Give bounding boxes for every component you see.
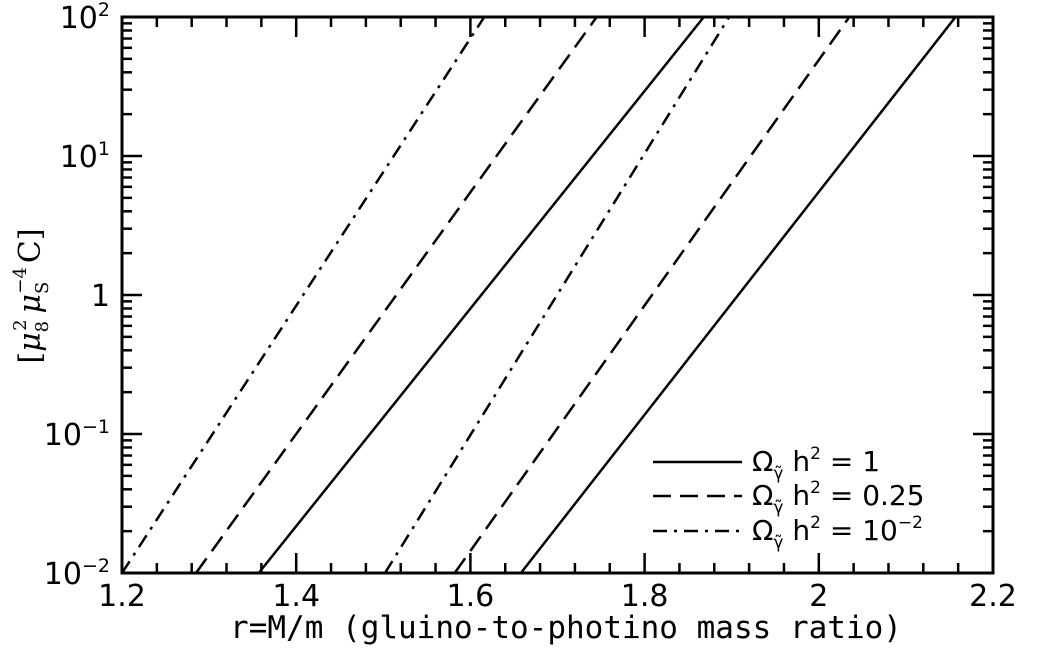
- y-tick-labels: 10−2 10−1 1 101 102: [44, 0, 110, 592]
- x-tick-label: 2.2: [969, 579, 1017, 614]
- x-tick-label: 1.6: [447, 579, 495, 614]
- axis-ticks: [120, 15, 995, 575]
- x-tick-label: 1.8: [621, 579, 669, 614]
- y-tick-label: 102: [60, 0, 110, 36]
- y-tick-label: 101: [60, 138, 110, 175]
- series-line-2: [194, 16, 598, 574]
- series-line-5: [453, 16, 851, 574]
- y-tick-label: 10−1: [44, 416, 110, 453]
- series-layer: [120, 16, 957, 574]
- legend-label: Ωγ̃ h2 = 0.25: [752, 478, 925, 518]
- series-line-6: [519, 16, 957, 574]
- legend-label: Ωγ̃ h2 = 10−2: [752, 513, 923, 553]
- x-tick-label: 1.4: [272, 579, 320, 614]
- y-tick-label: 1: [91, 279, 110, 314]
- y-tick-label: 10−2: [44, 555, 110, 592]
- x-tick-label: 1.2: [98, 579, 146, 614]
- x-axis-title: r=M/m (gluino-to-photino mass ratio): [230, 610, 902, 646]
- x-tick-labels: 1.2 1.4 1.6 1.8 2 2.2: [98, 579, 1017, 614]
- series-line-4: [383, 16, 731, 574]
- series-line-1: [120, 16, 486, 574]
- svg-text:[μ82μS−4C]: [μ82μS−4C]: [10, 228, 53, 363]
- series-line-3: [257, 16, 705, 574]
- plot-frame: [120, 15, 995, 575]
- x-tick-label: 2: [809, 579, 828, 614]
- y-axis-title: [μ82μS−4C]: [10, 228, 53, 363]
- legend-label: Ωγ̃ h2 = 1: [752, 444, 880, 484]
